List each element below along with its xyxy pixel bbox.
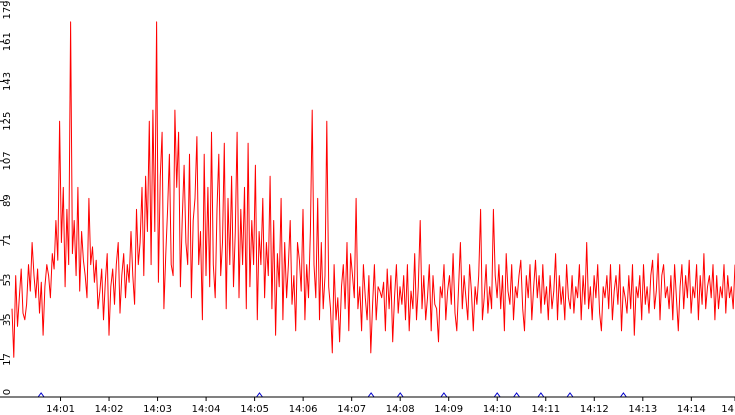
x-tick-label: 14:07: [337, 404, 366, 415]
x-tick-label: 14:08: [386, 404, 415, 415]
event-markers: [37, 392, 627, 398]
y-tick-label: 53: [2, 274, 13, 287]
y-tick-label: 17: [2, 353, 13, 366]
y-tick-label: 89: [2, 194, 13, 207]
y-tick-label: 35: [2, 313, 13, 326]
y-tick-label: 107: [2, 151, 13, 170]
x-tick-label: 14:04: [192, 404, 221, 415]
y-tick-label: 0: [2, 389, 13, 395]
x-tick-label: 14:14: [677, 404, 706, 415]
event-marker: [440, 392, 448, 398]
y-tick-label: 143: [2, 72, 13, 91]
y-tick-label: 71: [2, 234, 13, 247]
x-tick-label: 14:03: [143, 404, 172, 415]
y-axis-ticks: 0 17 35 53 71 89 107 125 143 161 179: [0, 0, 13, 398]
x-tick-label: 14:01: [46, 404, 75, 415]
y-tick-label: 179: [2, 0, 13, 19]
event-marker: [396, 392, 404, 398]
x-axis-ticks: 14:01 14:02 14:03 14:04 14:05 14:06 14:07 14:08…: [46, 397, 735, 415]
event-marker: [620, 392, 627, 398]
x-tick-label: 14:13: [628, 404, 657, 415]
event-marker: [537, 392, 545, 398]
x-tick-label: 14:06: [289, 404, 318, 415]
y-tick-label: 125: [2, 112, 13, 131]
event-marker: [493, 392, 501, 398]
event-marker: [37, 392, 45, 398]
x-tick-label: 14:10: [483, 404, 512, 415]
event-marker: [513, 392, 520, 398]
x-tick-label: 14:02: [95, 404, 124, 415]
x-tick-label: 14:09: [434, 404, 463, 415]
y-tick-label: 161: [2, 32, 13, 51]
x-tick-label: 14: [721, 404, 734, 415]
x-tick-label: 14:05: [240, 404, 269, 415]
series-line: [11, 21, 735, 358]
x-tick-label: 14:11: [531, 404, 560, 415]
event-marker: [256, 392, 263, 398]
event-marker: [566, 392, 574, 398]
x-tick-label: 14:12: [580, 404, 609, 415]
event-marker: [367, 392, 375, 398]
plot-area: [11, 21, 735, 358]
